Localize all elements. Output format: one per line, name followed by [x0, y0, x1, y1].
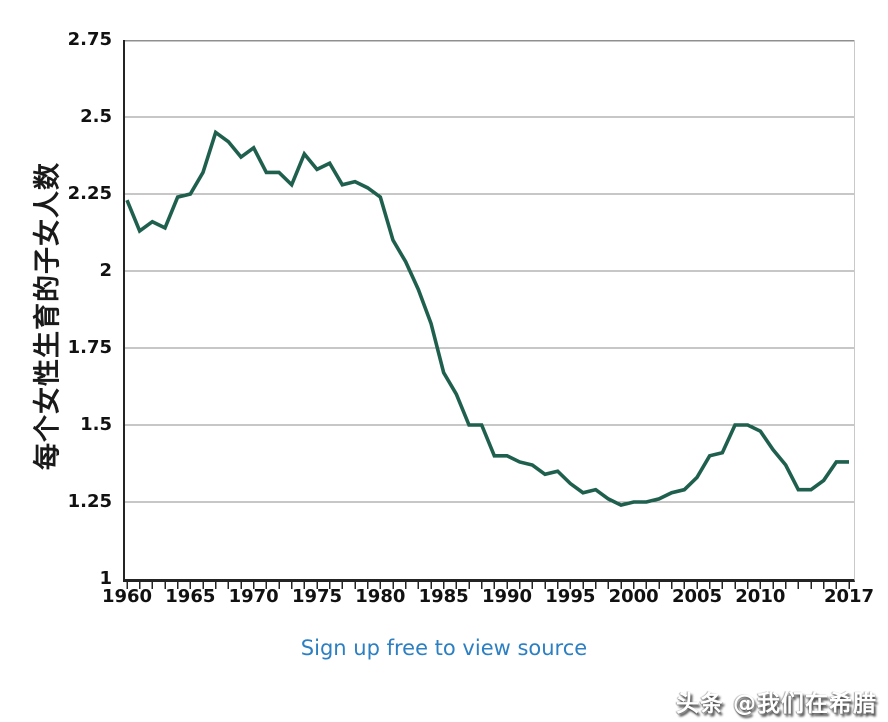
signup-source-link[interactable]: Sign up free to view source [300, 636, 588, 660]
y-tick-label: 2.25 [67, 183, 112, 204]
y-axis-tick-labels: 1 1.25 1.5 1.75 2 2.25 2.5 2.75 [0, 0, 112, 722]
x-tick-label: 2017 [823, 586, 875, 607]
fertility-line-series [125, 129, 849, 507]
x-tick-label: 2010 [735, 586, 786, 607]
x-tick-label: 1960 [101, 586, 153, 607]
x-tick-label: 2000 [608, 586, 659, 607]
y-tick-label: 2.75 [67, 29, 112, 50]
watermark-toutiao: 头条 @我们在希腊 [675, 691, 877, 717]
x-tick-label: 1970 [228, 586, 279, 607]
x-tick-label: 2005 [671, 586, 723, 607]
x-tick-label: 1985 [418, 586, 469, 607]
y-tick-label: 1 [99, 568, 112, 589]
x-tick-label: 1995 [545, 586, 596, 607]
x-tick-label: 1990 [481, 586, 533, 607]
plot-svg [125, 40, 854, 507]
y-tick-label: 1.25 [67, 491, 112, 512]
y-tick-label: 1.75 [67, 337, 112, 358]
x-axis-minor-ticks [126, 582, 850, 589]
y-tick-label: 2 [99, 260, 112, 281]
y-tick-label: 1.5 [80, 414, 112, 435]
x-tick-label: 1980 [355, 586, 406, 607]
plot-area [123, 40, 855, 582]
y-tick-label: 2.5 [80, 106, 112, 127]
x-tick-label: 1965 [165, 586, 216, 607]
x-tick-label: 1975 [291, 586, 343, 607]
